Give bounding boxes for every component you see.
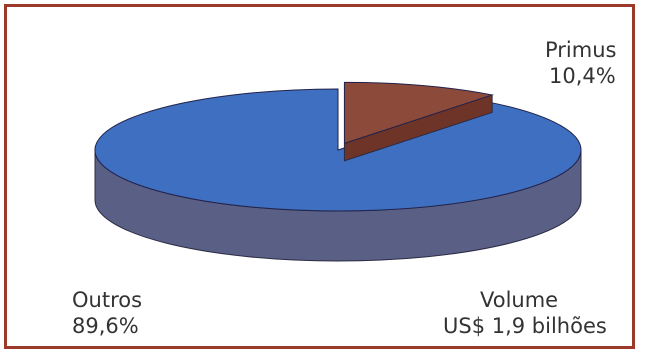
label-primus-value: 10,4% bbox=[549, 64, 616, 88]
pie-slice-outros bbox=[94, 88, 582, 212]
label-outros-name: Outros bbox=[72, 288, 143, 312]
label-primus-name: Primus bbox=[545, 38, 617, 62]
pie-slice-primus bbox=[343, 81, 495, 145]
annotation-volume: Volume bbox=[480, 288, 559, 312]
label-outros-value: 89,6% bbox=[72, 314, 139, 338]
annotation-amount: US$ 1,9 bilhões bbox=[443, 314, 607, 338]
